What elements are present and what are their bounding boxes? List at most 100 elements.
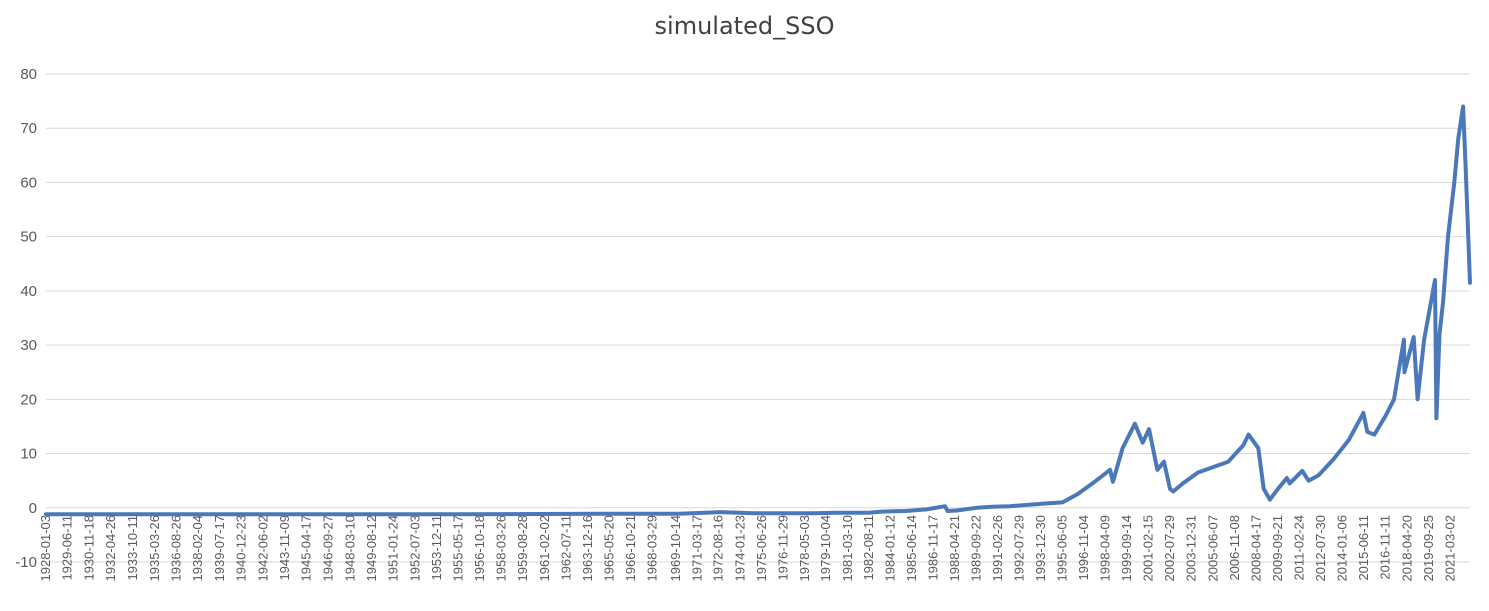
x-tick-label: 1946-09-27: [320, 515, 335, 582]
x-tick-label: 2015-06-11: [1356, 515, 1371, 581]
data-point: [1433, 278, 1437, 282]
x-tick-label: 1961-02-02: [537, 515, 552, 582]
data-point: [1030, 502, 1034, 507]
data-point: [1211, 465, 1215, 469]
data-point: [44, 512, 48, 516]
y-tick-label: 60: [20, 174, 37, 191]
x-tick-label: 1951-01-24: [386, 515, 401, 582]
data-point: [1141, 441, 1145, 445]
data-point: [1365, 430, 1369, 434]
data-point: [1392, 397, 1396, 401]
x-tick-label: 1988-04-21: [947, 515, 962, 582]
x-tick-label: 1999-09-14: [1119, 515, 1134, 582]
data-point: [1288, 481, 1292, 485]
data-point: [1121, 446, 1125, 450]
x-tick-label: 2001-02-15: [1140, 515, 1155, 582]
x-tick-label: 1952-07-03: [407, 515, 422, 582]
x-tick-label: 1971-03-17: [689, 515, 704, 582]
x-tick-label: 1975-06-26: [754, 515, 769, 582]
data-point: [300, 512, 304, 516]
x-tick-label: 1959-08-28: [515, 515, 530, 582]
data-point: [1196, 470, 1200, 475]
x-tick-label: 1982-08-11: [861, 515, 876, 581]
x-tick-label: 1962-07-11: [558, 515, 573, 581]
data-point: [813, 511, 817, 515]
x-tick-label: 1945-04-17: [299, 515, 314, 582]
x-tick-label: 1978-05-03: [797, 515, 812, 582]
data-point: [1402, 370, 1406, 374]
x-tick-label: 1955-05-17: [451, 515, 466, 582]
x-tick-label: 1965-05-20: [602, 515, 617, 582]
x-tick-label: 2021-03-02: [1443, 515, 1458, 582]
grid-lines: [46, 73, 1470, 563]
y-tick-label: 80: [20, 66, 37, 83]
x-tick-label: 1936-08-26: [168, 515, 183, 582]
data-point: [1155, 468, 1159, 472]
data-point: [925, 507, 929, 511]
data-point: [149, 512, 154, 516]
data-point: [1412, 335, 1416, 339]
data-point: [1434, 416, 1438, 420]
y-tick-label: 70: [20, 120, 37, 137]
data-point: [1133, 422, 1137, 426]
x-tick-label: 1998-04-09: [1097, 515, 1112, 582]
data-point: [1422, 338, 1426, 342]
data-point: [1276, 487, 1280, 491]
y-tick-label: 50: [20, 229, 37, 246]
x-tick-label: 1981-03-10: [840, 515, 855, 582]
x-tick-label: 1942-06-02: [255, 515, 270, 582]
data-point: [1456, 137, 1460, 141]
data-point: [1268, 498, 1272, 502]
data-point: [1468, 281, 1472, 285]
x-tick-label: 1968-03-29: [645, 515, 660, 582]
data-point: [751, 511, 755, 515]
x-tick-label: 2003-12-31: [1184, 515, 1199, 582]
x-tick-label: 1938-02-04: [190, 515, 205, 582]
x-tick-label: 1935-03-26: [147, 515, 162, 582]
data-point: [1171, 489, 1175, 494]
x-tick-label: 1974-01-23: [732, 515, 747, 582]
data-point: [1307, 479, 1311, 483]
x-tick-label: 1989-09-22: [969, 515, 984, 582]
data-point: [1384, 414, 1388, 418]
x-tick-label: 1976-11-29: [775, 515, 790, 581]
x-tick-label: 2014-01-06: [1335, 515, 1350, 582]
series-line: [44, 104, 1472, 517]
data-point: [1181, 481, 1185, 485]
data-point: [1361, 411, 1365, 415]
x-tick-label: 1928-01-03: [38, 515, 53, 582]
data-point: [1416, 397, 1420, 401]
data-point: [974, 506, 979, 510]
data-point: [1147, 427, 1151, 431]
x-tick-label: 1932-04-26: [103, 515, 118, 582]
y-tick-label: 40: [20, 283, 37, 300]
x-tick-label: 1929-06-11: [60, 515, 75, 581]
y-tick-label: 10: [20, 446, 37, 463]
data-point: [1441, 300, 1445, 304]
x-tick-label: 1949-08-12: [364, 515, 379, 582]
data-point: [602, 512, 606, 516]
data-point: [867, 511, 871, 515]
y-tick-label: -10: [15, 554, 37, 571]
x-tick-label: 1972-08-16: [711, 515, 726, 582]
x-tick-label: 1979-10-04: [818, 515, 833, 582]
x-tick-label: 1969-10-14: [668, 515, 683, 582]
data-point: [1285, 476, 1289, 480]
x-tick-label: 1939-07-17: [212, 515, 227, 582]
x-tick-label: 2006-11-08: [1227, 515, 1242, 581]
x-tick-label: 1984-01-12: [883, 515, 898, 582]
data-point: [1168, 487, 1172, 491]
x-tick-label: 1940-12-23: [234, 515, 249, 582]
x-tick-label: 1930-11-18: [81, 515, 96, 581]
x-tick-label: 2016-11-11: [1378, 515, 1393, 580]
data-point: [1332, 457, 1336, 461]
x-tick-label: 2019-09-25: [1421, 515, 1436, 582]
data-point: [1090, 481, 1095, 485]
y-axis-tick-labels: -10 0 10 20 30 40 50 60 70 80: [15, 66, 37, 571]
data-point: [1372, 433, 1376, 437]
x-tick-label: 2008-04-17: [1248, 515, 1263, 582]
data-point: [1452, 180, 1456, 184]
data-point: [1060, 500, 1065, 504]
x-tick-label: 1992-07-29: [1011, 515, 1026, 582]
